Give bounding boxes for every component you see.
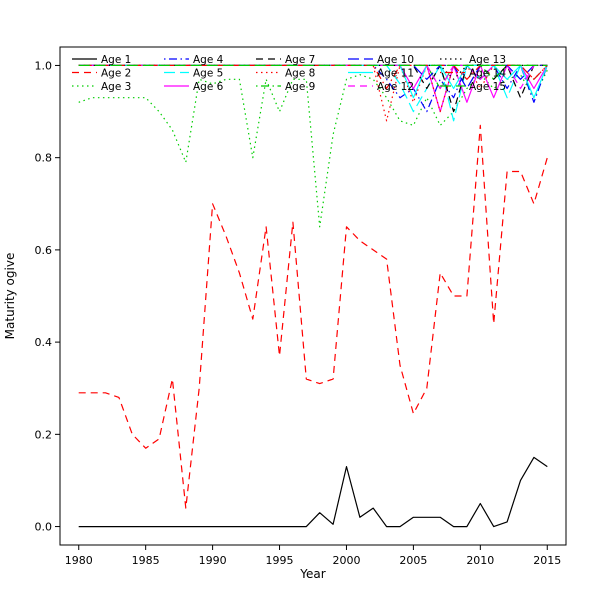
legend-item-age-7: Age 7 xyxy=(256,54,315,66)
legend-label: Age 13 xyxy=(469,54,506,66)
series-line-age-3 xyxy=(78,69,548,228)
series-line-age-1 xyxy=(78,456,548,528)
legend-item-age-4: Age 4 xyxy=(164,54,224,66)
series-line-age-8 xyxy=(78,64,548,122)
series-line-age-2 xyxy=(78,124,548,509)
legend-label: Age 11 xyxy=(377,67,414,79)
y-axis-label: Maturity ogive xyxy=(3,253,17,340)
series-line-age-14 xyxy=(78,64,548,90)
axis-ticks: 1980 1985 1990 1995 2000 2005 2010 2015 0.0 0.2 0.… xyxy=(35,59,562,567)
series-lines xyxy=(78,64,548,528)
legend-label: Age 1 xyxy=(101,54,131,66)
legend-item-age-8: Age 8 xyxy=(256,67,315,79)
legend-label: Age 15 xyxy=(469,81,506,93)
x-tick-label: 1995 xyxy=(266,554,294,567)
legend-item-age-10: Age 10 xyxy=(348,54,414,66)
legend-label: Age 5 xyxy=(193,67,223,79)
legend-item-age-5: Age 5 xyxy=(164,67,223,79)
y-tick-label: 1.0 xyxy=(35,59,53,72)
plot-frame xyxy=(59,46,567,546)
legend-item-age-9: Age 9 xyxy=(256,81,315,93)
legend-label: Age 9 xyxy=(285,81,315,93)
x-axis-label: Year xyxy=(299,567,325,581)
y-tick-label: 0.8 xyxy=(35,152,53,165)
x-tick-label: 2015 xyxy=(533,554,561,567)
x-tick-label: 2010 xyxy=(466,554,494,567)
legend-item-age-3: Age 3 xyxy=(72,81,131,93)
y-tick-label: 0.0 xyxy=(35,521,53,534)
legend-label: Age 6 xyxy=(193,81,224,93)
legend-item-age-11: Age 11 xyxy=(348,67,414,79)
y-tick-label: 0.4 xyxy=(35,336,53,349)
legend-label: Age 10 xyxy=(377,54,414,66)
legend-item-age-1: Age 1 xyxy=(72,54,131,66)
plot-box xyxy=(59,46,567,546)
legend-item-age-14: Age 14 xyxy=(440,67,506,79)
legend-item-age-15: Age 15 xyxy=(440,81,506,93)
legend-label: Age 3 xyxy=(101,81,131,93)
x-tick-label: 1990 xyxy=(199,554,227,567)
legend-label: Age 14 xyxy=(469,67,506,79)
legend-item-age-13: Age 13 xyxy=(440,54,506,66)
x-tick-label: 1985 xyxy=(132,554,160,567)
x-tick-label: 1980 xyxy=(65,554,93,567)
y-tick-label: 0.6 xyxy=(35,244,53,257)
legend-item-age-12: Age 12 xyxy=(348,81,414,93)
legend-item-age-6: Age 6 xyxy=(164,81,224,93)
legend-item-age-2: Age 2 xyxy=(72,67,131,79)
x-tick-label: 2000 xyxy=(332,554,360,567)
legend-label: Age 12 xyxy=(377,81,414,93)
legend-label: Age 8 xyxy=(285,67,315,79)
legend-label: Age 2 xyxy=(101,67,131,79)
legend-label: Age 4 xyxy=(193,54,224,66)
legend-label: Age 7 xyxy=(285,54,315,66)
y-tick-label: 0.2 xyxy=(35,428,53,441)
x-tick-label: 2005 xyxy=(399,554,427,567)
